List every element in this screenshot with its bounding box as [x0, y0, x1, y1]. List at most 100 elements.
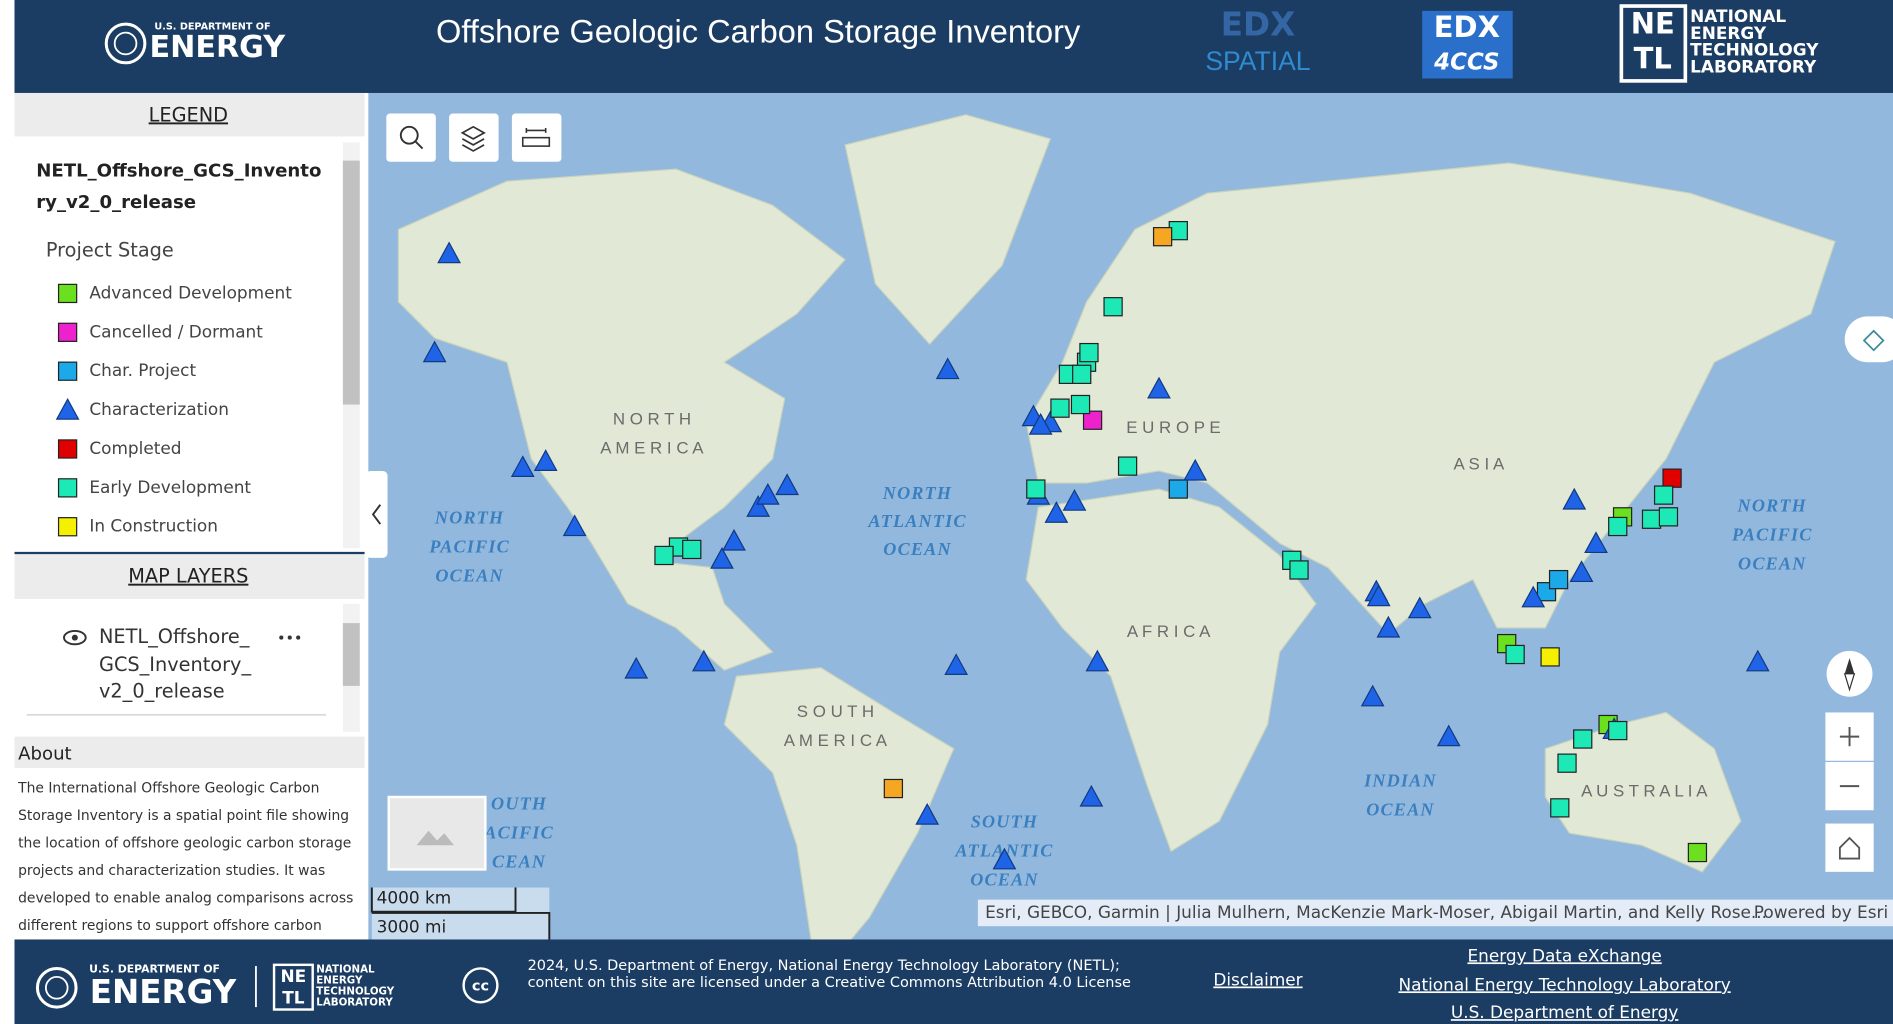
measure-button[interactable]: [511, 113, 562, 162]
collapse-panel[interactable]: [365, 470, 388, 558]
project-marker: [1745, 649, 1770, 672]
project-marker: [1641, 509, 1662, 529]
map-label: PACIFIC: [1731, 524, 1813, 544]
powered-by[interactable]: Powered by Esri: [1754, 902, 1888, 922]
zoom-in[interactable]: [1825, 712, 1874, 761]
map-label: CEAN: [492, 852, 546, 872]
layer-list-tab[interactable]: [1844, 316, 1893, 363]
project-marker: [1376, 615, 1401, 638]
project-marker: [1662, 468, 1682, 488]
edx-4ccs-top: EDX: [1434, 10, 1500, 44]
netl-name-line: ENERGY: [316, 975, 363, 987]
legend-label: Advanced Development: [89, 282, 292, 302]
map-label: ATLANTIC: [867, 511, 966, 531]
about-text: The International Offshore Geologic Carb…: [17, 781, 353, 935]
disclaimer-link[interactable]: Disclaimer: [1213, 970, 1302, 990]
footer-link[interactable]: Energy Data eXchange: [1467, 945, 1661, 965]
footer-netl-box: [272, 963, 314, 1011]
project-marker: [1521, 585, 1546, 608]
project-marker: [755, 482, 780, 505]
map-label: NORTH: [882, 483, 952, 503]
project-marker: [1569, 560, 1594, 583]
about-line: The International Offshore Geologic Carb…: [17, 781, 319, 797]
layer-options[interactable]: [279, 635, 301, 640]
map-label: NORTH: [434, 507, 504, 527]
project-marker: [722, 528, 746, 551]
project-marker: [1436, 724, 1461, 747]
legend-scroll-thumb[interactable]: [342, 160, 360, 405]
legend-label: Char. Project: [89, 360, 196, 380]
legend-swatch: [57, 283, 78, 304]
attribution-bar: [977, 899, 1893, 927]
legend-label: Cancelled / Dormant: [89, 321, 263, 341]
netl-box: [1619, 4, 1688, 83]
project-marker: [1147, 376, 1171, 399]
layers-scroll-thumb[interactable]: [342, 623, 360, 686]
project-marker: [935, 357, 960, 380]
scale-km: 4000 km: [377, 887, 452, 907]
cc-text: cc: [472, 979, 489, 995]
project-marker: [1550, 798, 1570, 818]
netl-name-line: TECHNOLOGY: [1690, 40, 1819, 60]
basemap-thumbnail[interactable]: [387, 795, 487, 871]
about-header: [14, 736, 365, 768]
map-label: SOUTH: [971, 812, 1038, 832]
project-marker: [1044, 501, 1069, 523]
zoom-out[interactable]: [1825, 761, 1874, 811]
license-line: 2024, U.S. Department of Energy, Nationa…: [528, 958, 1120, 974]
map[interactable]: N O R T H A M E R I C A E U R O P E A S I A…: [368, 92, 1893, 954]
footer-doe-small: U.S. DEPARTMENT OF: [89, 963, 220, 976]
project-marker: [533, 449, 558, 471]
search-button[interactable]: [386, 113, 436, 162]
doe-big: ENERGY: [149, 30, 286, 65]
attribution[interactable]: Esri, GEBCO, Garmin | Julia Mulhern, Mac…: [985, 902, 1767, 922]
legend-header: [14, 92, 365, 137]
layer-name-line[interactable]: v2_0_release: [99, 679, 225, 702]
legend-swatch: [57, 517, 78, 537]
scale-mi: 3000 mi: [377, 916, 447, 936]
map-label: OCEAN: [435, 565, 503, 585]
footer-link[interactable]: National Energy Technology Laboratory: [1399, 974, 1731, 994]
about-title: About: [18, 744, 72, 765]
home-button[interactable]: [1825, 823, 1874, 872]
map-label: A S I A: [1454, 454, 1505, 473]
map-label: NORTH: [1737, 495, 1807, 515]
project-marker: [691, 649, 716, 672]
map-label: A M E R I C A: [600, 439, 704, 458]
map-label: OCEAN: [1366, 800, 1434, 820]
project-marker: [1407, 596, 1432, 619]
footer-doe-big: ENERGY: [90, 973, 237, 1011]
project-marker: [746, 495, 771, 517]
footer-link[interactable]: U.S. Department of Energy: [1451, 1002, 1679, 1022]
map-label: A F R I C A: [1127, 622, 1211, 641]
project-marker: [1653, 485, 1674, 505]
legend-layer-line: ry_v2_0_release: [36, 192, 196, 213]
project-marker: [992, 847, 1017, 870]
project-marker: [682, 539, 702, 560]
legend-swatch: [57, 439, 78, 459]
license-line: content on this site are licensed under …: [528, 975, 1131, 991]
project-marker: [944, 653, 969, 676]
project-marker: [1505, 644, 1525, 665]
land: [397, 114, 1836, 940]
map-label: PACIFIC: [428, 536, 510, 556]
footer-doe-seal-inner: [44, 975, 69, 1000]
layer-name-line[interactable]: NETL_Offshore_: [99, 625, 250, 648]
side-panel: [14, 92, 368, 940]
netl-name-line: LABORATORY: [1690, 57, 1817, 77]
cc-badge: [462, 967, 499, 1004]
layers-button[interactable]: [449, 113, 499, 162]
legend-label: Completed: [89, 438, 181, 458]
edx-spatial-bottom: SPATIAL: [1205, 46, 1310, 76]
legend-label: Early Development: [89, 477, 251, 497]
visibility-icon[interactable]: [63, 629, 87, 646]
project-marker: [1540, 647, 1560, 667]
south-america: [723, 667, 955, 940]
project-marker: [1050, 398, 1070, 418]
layer-name-line[interactable]: GCS_Inventory_: [99, 653, 251, 676]
compass[interactable]: [1826, 650, 1873, 697]
doe-seal-inner: [113, 31, 138, 56]
map-label: N O R T H: [613, 410, 691, 429]
